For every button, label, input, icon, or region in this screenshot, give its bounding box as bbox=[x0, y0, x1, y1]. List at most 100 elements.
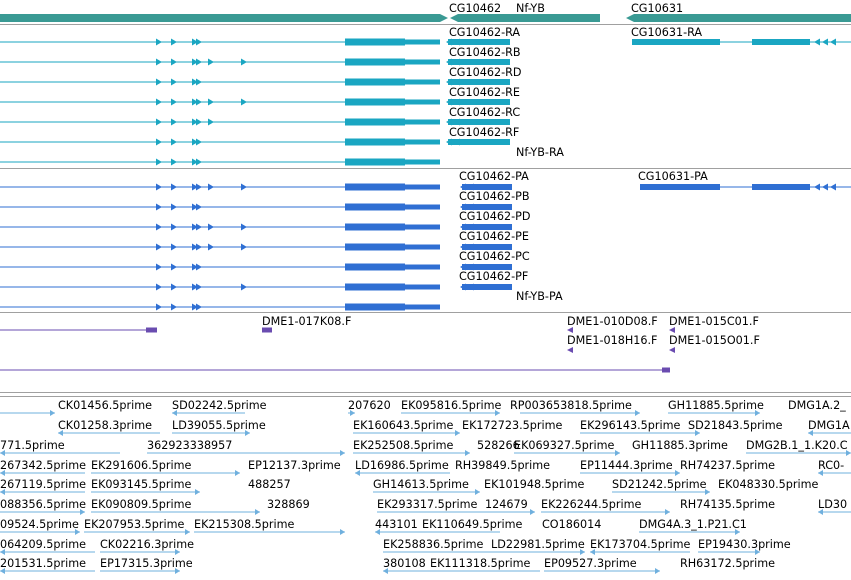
transcript-label[interactable]: CG10462-RF bbox=[449, 126, 520, 139]
est-label[interactable]: GH11885.3prime bbox=[632, 439, 728, 452]
est-label[interactable]: SD02242.5prime bbox=[172, 399, 267, 412]
est-label[interactable]: EP11444.3prime bbox=[580, 459, 673, 472]
transcript-label[interactable]: Nf-YB-PA bbox=[516, 290, 563, 303]
est-label[interactable]: GH14613.5prime bbox=[373, 478, 469, 491]
est-label[interactable]: CK01258.3prime bbox=[58, 419, 153, 432]
est-arrow-right-icon bbox=[475, 489, 480, 495]
est-label[interactable]: EK048330.5prime bbox=[718, 478, 819, 491]
est-label[interactable]: EK215308.5prime bbox=[194, 518, 295, 531]
est-label[interactable]: EK291606.5prime bbox=[91, 459, 192, 472]
transcript-label[interactable]: CG10462-PE bbox=[459, 230, 529, 243]
transcript-label[interactable]: CG10462-PB bbox=[459, 190, 530, 203]
transcript-label[interactable]: CG10631-PA bbox=[638, 170, 708, 183]
est-label[interactable]: DMG4A.3_1.P21.C1 bbox=[639, 518, 747, 531]
est-label[interactable]: 362923338957 bbox=[147, 439, 233, 452]
est-arrow-right-icon bbox=[195, 489, 200, 495]
est-label[interactable]: 771.5prime bbox=[0, 439, 65, 452]
est-label[interactable]: EK296143.5prime bbox=[580, 419, 681, 432]
est-label[interactable]: RH63172.5prime bbox=[680, 557, 776, 570]
est-label[interactable]: EK093145.5prime bbox=[91, 478, 192, 491]
clone-label[interactable]: DME1-018H16.F bbox=[567, 334, 658, 347]
est-label[interactable]: 064209.5prime bbox=[0, 538, 86, 551]
est-label[interactable]: EK226244.5prime bbox=[541, 498, 642, 511]
est-label[interactable]: 267119.5prime bbox=[0, 478, 86, 491]
est-label[interactable]: 267342.5prime bbox=[0, 459, 86, 472]
est-label[interactable]: EP09527.3prime bbox=[544, 557, 637, 570]
strand-arrow-left-icon bbox=[460, 263, 466, 271]
est-label[interactable]: EK293317.5prime bbox=[377, 498, 478, 511]
transcript-label[interactable]: CG10462-PF bbox=[459, 270, 529, 283]
transcript-label[interactable]: CG10462-PD bbox=[459, 210, 531, 223]
est-label[interactable]: DMG1A bbox=[808, 419, 850, 432]
est-label[interactable]: RH39849.5prime bbox=[455, 459, 551, 472]
transcript-label[interactable]: Nf-YB-RA bbox=[516, 146, 564, 159]
clone-label[interactable]: DME1-015C01.F bbox=[669, 315, 759, 328]
exon-block bbox=[345, 98, 405, 106]
est-label[interactable]: 207620 bbox=[348, 399, 391, 412]
est-label[interactable]: 124679 bbox=[485, 498, 528, 511]
est-label[interactable]: EK160643.5prime bbox=[353, 419, 454, 432]
est-label[interactable]: EK069327.5prime bbox=[514, 439, 615, 452]
transcript-label[interactable]: CG10462-RE bbox=[449, 86, 520, 99]
gene-label-cg10462[interactable]: CG10462 bbox=[449, 2, 502, 15]
est-label[interactable]: EK173704.5prime bbox=[590, 538, 691, 551]
strand-arrow-right-icon bbox=[156, 243, 162, 251]
est-label[interactable]: EK095816.5prime bbox=[401, 399, 502, 412]
est-label[interactable]: 488257 bbox=[248, 478, 291, 491]
transcript-label[interactable]: CG10462-RD bbox=[449, 66, 522, 79]
est-label[interactable]: LD39055.5prime bbox=[172, 419, 266, 432]
est-label[interactable]: EP19430.3prime bbox=[698, 538, 791, 551]
est-label[interactable]: CO186014 bbox=[542, 518, 602, 531]
strand-arrow-right-icon bbox=[196, 303, 202, 311]
est-label[interactable]: EK090809.5prime bbox=[91, 498, 192, 511]
est-label[interactable]: EK111318.5prime bbox=[430, 557, 531, 570]
est-label[interactable]: DMG1A.2_ bbox=[788, 399, 846, 412]
transcript-label[interactable]: CG10462-PA bbox=[459, 170, 529, 183]
est-label[interactable]: EK258836.5prime bbox=[383, 538, 484, 551]
transcript-label[interactable]: CG10462-RC bbox=[449, 106, 521, 119]
est-label[interactable]: RC0- bbox=[818, 459, 845, 472]
est-label[interactable]: 088356.5prime bbox=[0, 498, 86, 511]
gene-label-nf-yb[interactable]: Nf-YB bbox=[516, 2, 545, 15]
est-label[interactable]: RH74237.5prime bbox=[680, 459, 776, 472]
clone-label[interactable]: DME1-010D08.F bbox=[567, 315, 658, 328]
est-label[interactable]: 09524.5prime bbox=[0, 518, 79, 531]
est-label[interactable]: 443101 bbox=[375, 518, 418, 531]
transcript-label[interactable]: CG10462-RA bbox=[449, 26, 521, 39]
gene-label-cg10631[interactable]: CG10631 bbox=[631, 2, 684, 15]
est-label[interactable]: EK101948.5prime bbox=[484, 478, 585, 491]
strand-arrow-right-icon bbox=[196, 38, 202, 46]
est-label[interactable]: EK207953.5prime bbox=[84, 518, 185, 531]
est-label[interactable]: RP003653818.5prime bbox=[510, 399, 632, 412]
exon-block bbox=[345, 58, 405, 66]
strand-arrow-left-icon bbox=[446, 98, 452, 106]
est-label[interactable]: EP17315.3prime bbox=[100, 557, 193, 570]
transcript-label[interactable]: CG10462-RB bbox=[449, 46, 521, 59]
transcript-label[interactable]: CG10462-PC bbox=[459, 250, 530, 263]
est-label[interactable]: LD30 bbox=[818, 498, 848, 511]
clone-label[interactable]: DME1-015O01.F bbox=[669, 334, 760, 347]
est-label[interactable]: CK01456.5prime bbox=[58, 399, 153, 412]
est-label[interactable]: 380108 bbox=[383, 557, 426, 570]
est-label[interactable]: LD16986.5prime bbox=[355, 459, 449, 472]
est-label[interactable]: RH74135.5prime bbox=[680, 498, 776, 511]
est-label[interactable]: EK110649.5prime bbox=[422, 518, 523, 531]
est-label[interactable]: SD21242.5prime bbox=[612, 478, 707, 491]
est-label[interactable]: EK252508.5prime bbox=[353, 439, 454, 452]
est-label[interactable]: GH11885.5prime bbox=[668, 399, 764, 412]
est-arrow-left-icon bbox=[0, 489, 5, 495]
est-label[interactable]: SD21843.5prime bbox=[688, 419, 783, 432]
est-label[interactable]: EK172723.5prime bbox=[462, 419, 563, 432]
strand-arrow-right-icon bbox=[192, 98, 198, 106]
est-label[interactable]: LD22981.5prime bbox=[491, 538, 585, 551]
strand-arrow-right-icon bbox=[171, 183, 177, 191]
clone-label[interactable]: DME1-017K08.F bbox=[262, 315, 352, 328]
est-label[interactable]: 201531.5prime bbox=[0, 557, 86, 570]
est-label[interactable]: CK02216.3prime bbox=[100, 538, 195, 551]
est-label[interactable]: EP12137.3prime bbox=[248, 459, 341, 472]
est-label[interactable]: 328869 bbox=[267, 498, 310, 511]
est-label[interactable]: 528266 bbox=[477, 439, 520, 452]
strand-arrow-right-icon bbox=[196, 78, 202, 86]
transcript-label[interactable]: CG10631-RA bbox=[631, 26, 703, 39]
est-label[interactable]: DMG2B.1_1.K20.C bbox=[746, 439, 848, 452]
